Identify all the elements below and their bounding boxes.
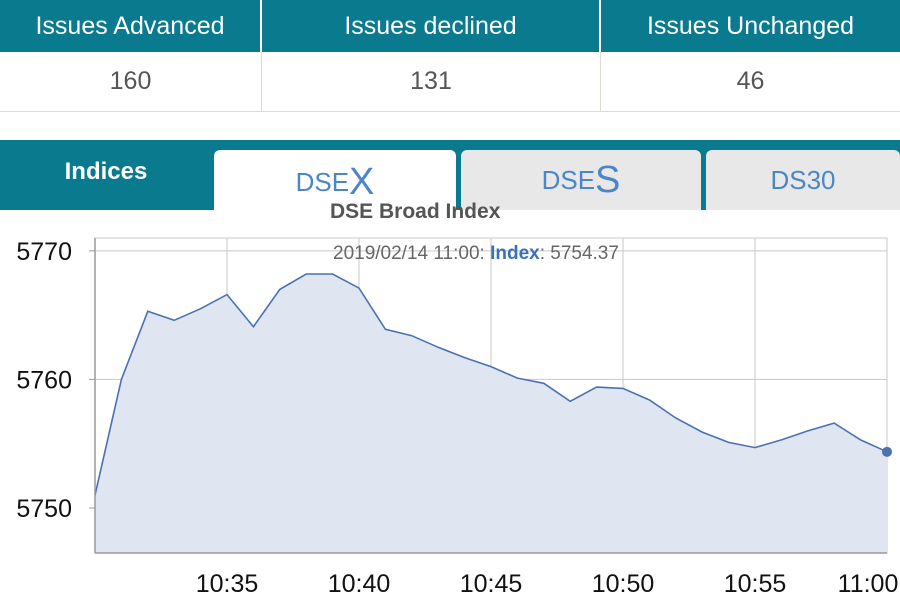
data-point <box>251 325 255 329</box>
header-issues-unchanged: Issues Unchanged <box>646 11 855 40</box>
data-point <box>357 286 361 290</box>
index-chart[interactable]: 5750 5760 5770 10:35 10:40 10:45 10:50 10:55 11:… <box>0 210 900 600</box>
x-tick-label: 10:45 <box>460 570 523 598</box>
x-tick-label: 10:55 <box>724 570 787 598</box>
tooltip-datetime: 2019/02/14 11:00: <box>333 243 485 264</box>
data-point <box>225 293 229 297</box>
data-point <box>806 429 810 433</box>
header-issues-advanced: Issues Advanced <box>0 0 262 52</box>
data-point <box>515 376 519 380</box>
tab-dsex[interactable]: DSE X <box>214 150 456 214</box>
data-point <box>436 345 440 349</box>
series-line <box>94 273 888 496</box>
data-point <box>172 318 176 322</box>
data-point <box>882 446 892 457</box>
data-point <box>595 385 599 389</box>
tab-ds30[interactable]: DS30 <box>706 150 900 210</box>
data-point <box>463 356 467 360</box>
indices-label: Indices <box>64 158 148 185</box>
y-tick-label: 5770 <box>16 238 72 266</box>
y-tick-label: 5750 <box>16 495 72 523</box>
x-tick-label: 10:50 <box>592 570 655 598</box>
data-point <box>331 272 335 276</box>
header-issues-declined: Issues declined <box>262 0 601 52</box>
x-tick-label: 11:00 <box>838 570 899 598</box>
chart-title: DSE Broad Index <box>330 200 501 223</box>
data-point <box>146 309 150 313</box>
value-issues-advanced: 160 <box>0 52 262 111</box>
chart-tooltip: 2019/02/14 11:00: Index: 5754.37 <box>333 243 619 264</box>
data-point <box>621 386 625 390</box>
data-point <box>753 446 757 450</box>
data-point <box>700 430 704 434</box>
data-point <box>727 440 731 444</box>
value-issues-unchanged: 46 <box>736 67 765 95</box>
issues-values-row: 160 131 46 <box>0 52 900 112</box>
data-point <box>383 327 387 331</box>
data-point <box>779 438 783 442</box>
issues-header-row: Issues Advanced Issues declined Issues U… <box>0 0 900 52</box>
value-issues-declined: 131 <box>262 52 601 111</box>
series-area <box>95 274 887 553</box>
data-point <box>674 416 678 420</box>
data-point <box>119 377 123 381</box>
data-point <box>304 272 308 276</box>
y-tick-label: 5760 <box>16 366 72 394</box>
tab-dsex-suffix: X <box>349 160 375 203</box>
data-point <box>199 307 203 311</box>
x-tick-label: 10:40 <box>328 570 391 598</box>
data-point <box>489 365 493 369</box>
data-point <box>410 334 414 338</box>
tab-dses[interactable]: DSE S <box>461 150 701 210</box>
data-point <box>859 438 863 442</box>
tooltip-value: 5754.37 <box>550 243 619 264</box>
tooltip-series-label: Index <box>490 243 540 264</box>
data-point <box>542 381 546 385</box>
tab-dsex-prefix: DSE <box>295 166 350 197</box>
data-point <box>278 287 282 291</box>
tab-dses-suffix: S <box>595 158 621 201</box>
tab-dses-prefix: DSE <box>541 164 596 195</box>
data-point <box>647 398 651 402</box>
x-tick-label: 10:35 <box>196 570 259 598</box>
data-point <box>568 399 572 403</box>
data-point <box>832 421 836 425</box>
issues-summary-table: Issues Advanced Issues declined Issues U… <box>0 0 900 112</box>
